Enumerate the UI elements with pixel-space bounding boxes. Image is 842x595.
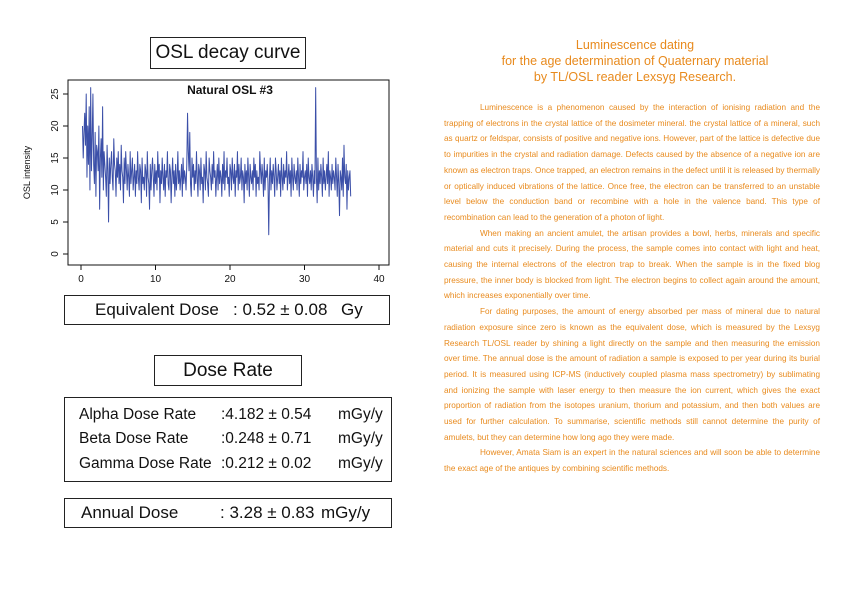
annual-dose-unit: mGy/y [321, 503, 371, 522]
osl-title-box: OSL decay curve [150, 37, 306, 69]
article-title-line: by TL/OSL reader Lexsyg Research. [533, 70, 737, 84]
chart-title: Natural OSL #3 [187, 83, 273, 97]
dose-rate-title-box: Dose Rate [154, 355, 302, 386]
equivalent-dose-box: Equivalent Dose : 0.52 ± 0.08 Gy [64, 295, 390, 325]
dose-rate-value: :0.248 ± 0.71 [221, 430, 312, 447]
annual-dose-label: Annual Dose [81, 503, 179, 522]
x-tick-label: 40 [373, 274, 385, 285]
dose-rates-box: Alpha Dose Rate :4.182 ± 0.54 mGy/y Beta… [64, 397, 392, 482]
article-paragraph: Luminescence is a phenomenon caused by t… [444, 103, 820, 222]
article-paragraph: When making an ancient amulet, the artis… [444, 228, 820, 301]
y-tick-label: 25 [50, 88, 61, 100]
osl-series-line [81, 87, 352, 236]
dose-rate-label: Alpha Dose Rate [79, 406, 197, 423]
y-tick-label: 15 [50, 152, 61, 164]
equivalent-dose-value: : 0.52 ± 0.08 [233, 300, 328, 319]
article-paragraph: For dating purposes, the amount of energ… [444, 307, 820, 442]
article-paragraph: However, Amata Siam is an expert in the … [444, 448, 820, 474]
x-tick-label: 30 [299, 274, 311, 285]
dose-rate-row-alpha: Alpha Dose Rate :4.182 ± 0.54 mGy/y [79, 406, 389, 426]
x-tick-label: 20 [224, 274, 236, 285]
equivalent-dose-label: Equivalent Dose [95, 300, 219, 319]
osl-chart: 0 5 10 15 20 25 0 10 20 30 40 Natural OSL #3 OSL int… [22, 79, 390, 285]
article-title-line: for the age determination of Quaternary … [501, 54, 769, 68]
x-tick-label: 10 [150, 274, 162, 285]
dose-rate-unit: mGy/y [338, 430, 383, 447]
osl-title: OSL decay curve [155, 42, 301, 63]
article-body: Luminescence is a phenomenon caused by t… [444, 100, 820, 477]
x-tick-label: 0 [78, 274, 84, 285]
dose-rate-value: :4.182 ± 0.54 [221, 406, 312, 423]
y-tick-label: 20 [50, 120, 61, 132]
dose-rate-row-beta: Beta Dose Rate :0.248 ± 0.71 mGy/y [79, 430, 389, 450]
dose-rate-value: :0.212 ± 0.02 [221, 455, 312, 472]
dose-rate-unit: mGy/y [338, 406, 383, 423]
equivalent-dose-unit: Gy [341, 300, 363, 319]
annual-dose-value: : 3.28 ± 0.83 [220, 503, 315, 522]
dose-rate-unit: mGy/y [338, 455, 383, 472]
y-tick-label: 10 [50, 184, 61, 196]
article-title-line: Luminescence dating [575, 38, 695, 52]
y-axis-label: OSL intensity [22, 145, 32, 199]
y-tick-label: 5 [50, 219, 61, 225]
dose-rate-row-gamma: Gamma Dose Rate :0.212 ± 0.02 mGy/y [79, 455, 389, 475]
dose-rate-label: Gamma Dose Rate [79, 455, 212, 472]
annual-dose-box: Annual Dose : 3.28 ± 0.83 mGy/y [64, 498, 392, 528]
plot-frame [67, 79, 390, 266]
y-tick-label: 0 [50, 251, 61, 257]
dose-rate-label: Beta Dose Rate [79, 430, 189, 447]
article-title: Luminescence dating for the age determin… [440, 37, 830, 85]
dose-rate-title: Dose Rate [183, 359, 273, 381]
